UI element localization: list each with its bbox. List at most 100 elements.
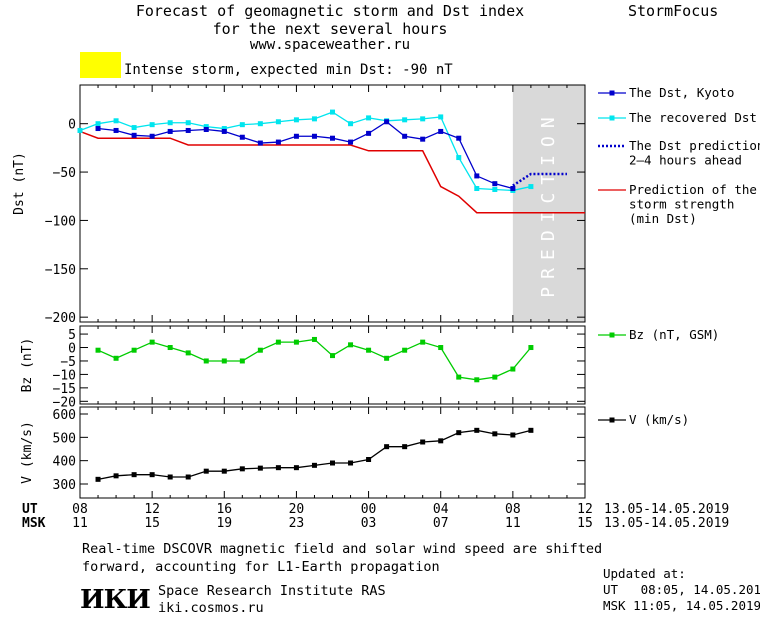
y-tick-label: 0 xyxy=(68,118,76,133)
dst-recovered-point xyxy=(492,186,498,192)
y-tick-label: −15 xyxy=(53,382,76,397)
bz-point xyxy=(221,358,227,364)
y-tick-label: 0 xyxy=(68,342,76,357)
legend-label: Prediction of the xyxy=(629,182,757,197)
dst-recovered-point xyxy=(167,120,173,126)
dst-recovered-point xyxy=(221,126,227,132)
v-point xyxy=(420,439,426,445)
bz-point xyxy=(257,347,263,353)
y-axis-label: V (km/s) xyxy=(20,421,35,484)
dst-kyoto-point xyxy=(366,130,372,136)
v-point xyxy=(384,444,390,450)
panel-frame xyxy=(79,84,586,323)
dst-kyoto-point xyxy=(167,128,173,134)
dst-recovered-point xyxy=(420,116,426,122)
msk-tick-label: 03 xyxy=(361,516,377,531)
msk-axis-label: MSK xyxy=(22,516,46,531)
dst-kyoto-point xyxy=(330,135,335,141)
msk-tick-label: 07 xyxy=(433,516,449,531)
dst-recovered-point xyxy=(149,122,155,128)
v-point xyxy=(528,427,534,433)
dst-kyoto-point xyxy=(113,127,119,133)
v-point xyxy=(203,468,209,474)
chart-title-line1: Forecast of geomagnetic storm and Dst in… xyxy=(135,2,525,20)
ut-tick-label: 20 xyxy=(289,502,305,517)
dst-kyoto-point xyxy=(420,136,426,142)
brand-name: StormFocus xyxy=(628,2,719,20)
ut-tick-label: 00 xyxy=(361,502,377,517)
dst-kyoto-point xyxy=(131,132,137,138)
storm-level-text: Intense storm, expected min Dst: -90 nT xyxy=(124,62,453,78)
bz-point xyxy=(167,345,173,351)
msk-date-range: 13.05-14.05.2019 xyxy=(604,516,729,531)
legend-marker xyxy=(609,417,615,423)
legend-marker xyxy=(609,90,615,96)
dst-kyoto-point xyxy=(492,181,498,187)
v-point xyxy=(275,465,281,471)
v-point xyxy=(149,472,155,478)
bz-point xyxy=(348,342,354,348)
dst-kyoto-point xyxy=(149,133,155,139)
dst-recovered-point xyxy=(366,115,372,121)
iki-logo: ИКИ xyxy=(80,585,151,615)
ut-tick-label: 12 xyxy=(144,502,160,517)
dst-recovered-point xyxy=(239,122,245,128)
v-point xyxy=(239,466,245,472)
storm-level-swatch xyxy=(80,52,121,78)
dst-recovered-point xyxy=(77,127,83,133)
v-point xyxy=(185,474,191,480)
v-point xyxy=(95,476,101,482)
v-point xyxy=(221,468,227,474)
dst-kyoto-point xyxy=(438,128,444,134)
y-tick-label: 500 xyxy=(53,431,76,446)
y-tick-label: 600 xyxy=(53,408,76,423)
chart-website: www.spaceweather.ru xyxy=(249,37,411,53)
dst-recovered-point xyxy=(95,121,101,127)
v-point xyxy=(113,473,119,479)
bz-point xyxy=(95,347,101,353)
ut-tick-label: 12 xyxy=(577,502,593,517)
updated-ut: UT 08:05, 14.05.2019 xyxy=(603,582,760,597)
dst-recovered-point xyxy=(185,120,191,126)
updated-info: Updated at: UT 08:05, 14.05.2019 MSK 11:… xyxy=(603,566,760,614)
v-point xyxy=(293,465,299,471)
ut-tick-label: 04 xyxy=(433,502,449,517)
bz-point xyxy=(185,350,191,356)
bz-point xyxy=(438,345,444,351)
dst-recovered-point xyxy=(113,118,119,124)
y-tick-label: −20 xyxy=(53,395,76,410)
dst-recovered-point xyxy=(348,121,354,127)
legend-label: (min Dst) xyxy=(629,211,697,226)
dst-recovered-point xyxy=(311,116,317,122)
v-point xyxy=(492,431,498,437)
dst-recovered-line xyxy=(79,111,532,192)
y-tick-label: −100 xyxy=(45,214,76,229)
institute-url[interactable]: iki.cosmos.ru xyxy=(158,600,264,616)
bz-point xyxy=(149,339,155,345)
dst-kyoto-point xyxy=(257,140,263,146)
storm-strength-line xyxy=(79,130,585,214)
dst-kyoto-point xyxy=(348,139,354,145)
dst-kyoto-point xyxy=(95,126,101,132)
dst-kyoto-point xyxy=(474,173,480,179)
dst-kyoto-point xyxy=(456,135,462,141)
institute-name: Space Research Institute RAS xyxy=(158,583,386,599)
dst-kyoto-point xyxy=(203,126,209,132)
dst-kyoto-point xyxy=(275,139,281,145)
legend-label: 2–4 hours ahead xyxy=(629,153,742,168)
dst-kyoto-point xyxy=(185,127,191,133)
dst-kyoto-point xyxy=(221,128,227,134)
ut-tick-label: 16 xyxy=(216,502,232,517)
msk-tick-label: 15 xyxy=(144,516,160,531)
bz-point xyxy=(528,345,534,351)
legend-marker xyxy=(609,332,615,338)
msk-tick-label: 11 xyxy=(505,516,521,531)
footnote: Real-time DSCOVR magnetic field and sola… xyxy=(82,540,602,576)
dst-kyoto-point xyxy=(384,119,390,125)
v-point xyxy=(311,462,317,468)
panel-frame xyxy=(79,325,586,405)
v-point xyxy=(330,460,335,466)
ut-axis-label: UT xyxy=(22,502,38,517)
bz-point xyxy=(384,355,390,361)
